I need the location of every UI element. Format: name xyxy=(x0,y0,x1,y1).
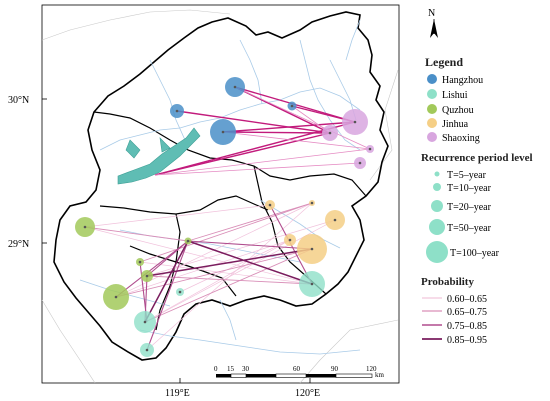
legend-city-lishui: Lishui xyxy=(427,89,468,101)
lon-label-120: 120°E xyxy=(295,388,320,399)
recurrence-label: T=20–year xyxy=(447,202,492,213)
lon-label-119: 119°E xyxy=(165,388,190,399)
internal-boundary-mid xyxy=(99,195,269,215)
station-dots xyxy=(83,85,372,352)
probability-level-3: 0.75–0.85 xyxy=(422,321,487,332)
recurrence-level-100: T=100–year xyxy=(426,241,500,263)
legend: Legend Hangzhou Lishui Quzhou Jinhua Sha… xyxy=(421,55,533,346)
legend-city-label: Quzhou xyxy=(442,105,474,116)
north-label: N xyxy=(428,8,435,19)
recurrence-level-20: T=20–year xyxy=(431,200,492,213)
legend-city-label: Lishui xyxy=(442,90,468,101)
recurrence-label: T=5–year xyxy=(447,170,487,181)
legend-city-jinhua: Jinhua xyxy=(427,118,469,130)
scale-tick: 0 xyxy=(214,365,218,373)
recurrence-label: T=50–year xyxy=(447,223,492,234)
recurrence-level-5: T=5–year xyxy=(434,170,487,181)
recurrence-level-10: T=10–year xyxy=(433,183,492,194)
study-area-outline xyxy=(53,11,389,361)
map-frame xyxy=(41,4,400,384)
internal-boundary-east xyxy=(253,165,327,295)
north-arrow-icon: N xyxy=(428,8,438,38)
legend-city-shaoxing: Shaoxing xyxy=(427,132,480,144)
legend-city-hangzhou: Hangzhou xyxy=(427,74,483,86)
lat-label-29: 29°N xyxy=(8,239,29,250)
internal-boundary-north xyxy=(93,111,367,197)
reservoir-lake xyxy=(117,127,201,185)
scale-bar: 0 15 30 60 90 120 km xyxy=(214,365,385,379)
probability-level-1: 0.60–0.65 xyxy=(422,294,487,305)
probability-level-2: 0.65–0.75 xyxy=(422,307,487,318)
probability-label: 0.65–0.75 xyxy=(447,307,487,318)
internal-boundary-west xyxy=(155,213,181,331)
scale-tick: 15 xyxy=(227,365,235,373)
scale-tick: 90 xyxy=(331,365,339,373)
probability-level-4: 0.85–0.95 xyxy=(422,335,487,346)
legend-city-label: Hangzhou xyxy=(442,75,483,86)
recurrence-label: T=100–year xyxy=(450,248,500,259)
probability-label: 0.60–0.65 xyxy=(447,294,487,305)
graticule xyxy=(42,98,311,383)
probability-label: 0.85–0.95 xyxy=(447,335,487,346)
scale-tick: 60 xyxy=(293,365,301,373)
recurrence-label: T=10–year xyxy=(447,183,492,194)
scale-unit: km xyxy=(375,371,385,379)
study-area xyxy=(53,11,389,361)
probability-label: 0.75–0.85 xyxy=(447,321,487,332)
recurrence-title: Recurrence period level xyxy=(421,152,533,164)
neighbour-boundaries xyxy=(41,9,399,384)
legend-title: Legend xyxy=(425,55,463,69)
probability-title: Probability xyxy=(421,276,474,288)
scale-tick: 120 xyxy=(366,365,377,373)
recurrence-level-50: T=50–year xyxy=(429,219,492,235)
scale-tick: 30 xyxy=(242,365,250,373)
legend-city-label: Shaoxing xyxy=(442,133,480,144)
legend-city-label: Jinhua xyxy=(442,119,469,130)
legend-city-quzhou: Quzhou xyxy=(427,104,474,116)
lat-label-30: 30°N xyxy=(8,95,29,106)
